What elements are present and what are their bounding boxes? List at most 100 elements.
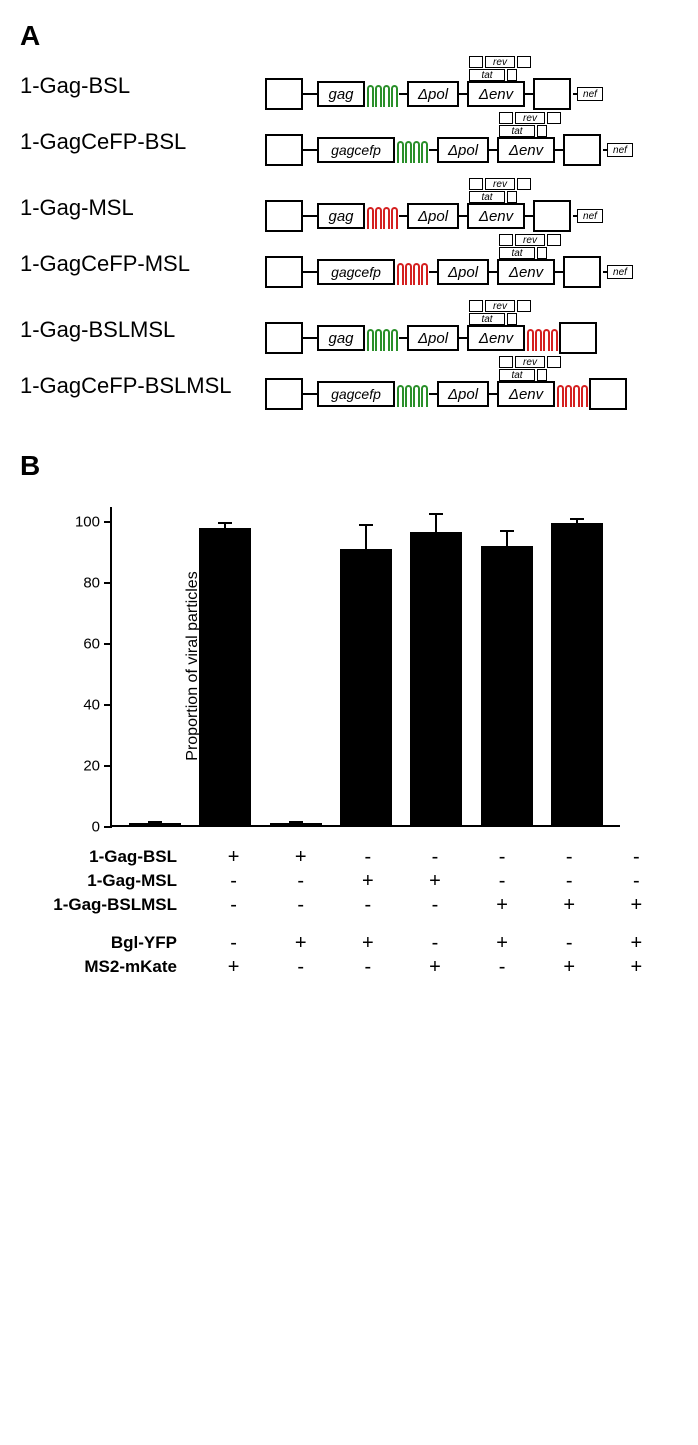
matrix-cell: +	[409, 870, 461, 893]
nef-box: nef	[607, 265, 633, 279]
construct-row: 1-Gag-BSLMSLgagΔpolΔenvrevtat	[20, 306, 678, 354]
ltr-5prime	[265, 200, 303, 232]
matrix-cell: -	[543, 870, 595, 893]
tat-label: tat	[499, 369, 535, 381]
spacer-line	[459, 215, 467, 217]
bar	[481, 546, 533, 825]
nef-box: nef	[577, 87, 603, 101]
matrix-row-label: MS2-mKate	[20, 957, 187, 977]
bar	[340, 549, 392, 825]
pol-box: Δpol	[407, 203, 459, 229]
matrix-cell: -	[342, 894, 394, 917]
error-bar	[435, 514, 437, 532]
matrix-cell: -	[342, 956, 394, 979]
y-tick	[104, 582, 112, 584]
y-tick-label: 20	[70, 758, 100, 775]
ltr-5prime	[265, 256, 303, 288]
y-tick-label: 80	[70, 575, 100, 592]
gag-box: gagcefp	[317, 137, 395, 163]
matrix-row-label: Bgl-YFP	[20, 933, 187, 953]
gag-box: gagcefp	[317, 381, 395, 407]
spacer-line	[429, 271, 437, 273]
matrix-block-1: 1-Gag-BSL++-----1-Gag-MSL--++---1-Gag-BS…	[20, 845, 678, 917]
figure: A 1-Gag-BSLgagΔpolΔenvrevtatnef1-GagCeFP…	[0, 0, 698, 999]
msl-loops	[555, 381, 589, 407]
matrix-cell: -	[476, 956, 528, 979]
construct-row: 1-GagCeFP-BSLgagcefpΔpolΔenvrevtatnef	[20, 118, 678, 166]
matrix-row: 1-Gag-BSLMSL----+++	[20, 893, 678, 917]
matrix-cell: -	[409, 932, 461, 955]
y-tick-label: 40	[70, 697, 100, 714]
condition-matrix: 1-Gag-BSL++-----1-Gag-MSL--++---1-Gag-BS…	[20, 845, 678, 979]
panel-a: A 1-Gag-BSLgagΔpolΔenvrevtatnef1-GagCeFP…	[20, 20, 678, 410]
matrix-cells: -++-+-+	[192, 932, 678, 955]
matrix-cell: +	[208, 956, 260, 979]
construct-name: 1-GagCeFP-BSL	[20, 129, 265, 155]
chart-wrapper: Proportion of viral particles containing…	[20, 507, 678, 827]
msl-loops	[525, 325, 559, 351]
matrix-row-label: 1-Gag-BSL	[20, 847, 187, 867]
bar	[270, 823, 322, 825]
rev-label: rev	[515, 234, 545, 246]
matrix-cells: ++-----	[192, 846, 678, 869]
matrix-cell: -	[610, 870, 662, 893]
spacer-line	[429, 393, 437, 395]
tat-label: tat	[499, 247, 535, 259]
spacer-line	[303, 149, 317, 151]
rev-label: rev	[515, 356, 545, 368]
rev-label: rev	[485, 56, 515, 68]
error-cap	[218, 522, 232, 524]
construct-name: 1-GagCeFP-BSLMSL	[20, 373, 265, 399]
tat-rev-stack: revtat	[469, 178, 531, 203]
spacer-line	[399, 93, 407, 95]
construct-map: gagΔpolΔenvrevtat	[265, 306, 597, 354]
y-tick-label: 0	[70, 819, 100, 836]
spacer-line	[489, 393, 497, 395]
spacer-line	[303, 215, 317, 217]
matrix-cell: -	[476, 846, 528, 869]
gag-box: gag	[317, 325, 365, 351]
construct-row: 1-Gag-BSLgagΔpolΔenvrevtatnef	[20, 62, 678, 110]
matrix-cell: +	[275, 932, 327, 955]
pol-box: Δpol	[407, 81, 459, 107]
bar-slot	[270, 507, 322, 825]
env-box: Δenv	[467, 81, 525, 107]
bar-slot	[551, 507, 603, 825]
spacer-line	[555, 271, 563, 273]
spacer-line	[303, 271, 317, 273]
spacer-line	[399, 215, 407, 217]
bars-group	[112, 507, 620, 825]
matrix-cell: -	[543, 846, 595, 869]
ltr-3prime	[563, 134, 601, 166]
bsl-loops	[365, 81, 399, 107]
rev-label: rev	[515, 112, 545, 124]
matrix-cell: +	[476, 894, 528, 917]
matrix-cell: -	[409, 846, 461, 869]
construct-map: gagcefpΔpolΔenvrevtatnef	[265, 240, 633, 288]
spacer-line	[459, 337, 467, 339]
matrix-cell: -	[342, 846, 394, 869]
error-cap	[359, 524, 373, 526]
error-bar	[365, 525, 367, 549]
tat-label: tat	[469, 191, 505, 203]
matrix-row: 1-Gag-MSL--++---	[20, 869, 678, 893]
matrix-row: 1-Gag-BSL++-----	[20, 845, 678, 869]
panel-b-label: B	[20, 450, 678, 482]
pol-box: Δpol	[437, 137, 489, 163]
ltr-5prime	[265, 134, 303, 166]
bar	[410, 532, 462, 825]
error-cap	[289, 821, 303, 823]
bar	[199, 528, 251, 825]
bar-slot	[410, 507, 462, 825]
construct-map: gagcefpΔpolΔenvrevtat	[265, 362, 627, 410]
matrix-cell: +	[275, 846, 327, 869]
matrix-cell: +	[610, 956, 662, 979]
spacer-line	[303, 93, 317, 95]
spacer-line	[489, 149, 497, 151]
gag-box: gagcefp	[317, 259, 395, 285]
matrix-cell: -	[275, 894, 327, 917]
tat-label: tat	[499, 125, 535, 137]
rev-label: rev	[485, 300, 515, 312]
matrix-cell: -	[476, 870, 528, 893]
pol-box: Δpol	[437, 259, 489, 285]
